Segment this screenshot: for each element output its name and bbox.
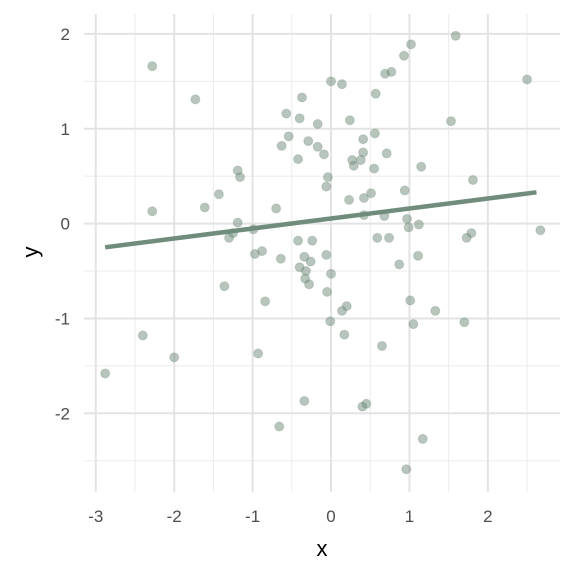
point bbox=[467, 174, 478, 185]
point bbox=[294, 113, 305, 124]
point bbox=[325, 316, 336, 327]
point bbox=[398, 50, 409, 61]
point bbox=[260, 296, 271, 307]
point bbox=[406, 39, 417, 50]
point bbox=[430, 305, 441, 316]
point bbox=[366, 188, 377, 199]
point bbox=[399, 185, 410, 196]
point bbox=[199, 202, 210, 213]
point bbox=[402, 213, 413, 224]
point bbox=[405, 295, 416, 306]
point bbox=[274, 421, 285, 432]
point bbox=[459, 317, 470, 328]
point bbox=[283, 131, 294, 142]
point bbox=[219, 281, 230, 292]
point bbox=[369, 128, 380, 139]
point bbox=[384, 232, 395, 243]
point bbox=[312, 119, 323, 130]
point bbox=[445, 116, 456, 127]
point bbox=[235, 172, 246, 183]
point bbox=[305, 256, 316, 267]
y-tick-label: 1 bbox=[61, 120, 70, 139]
point bbox=[299, 395, 310, 406]
x-axis-label: x bbox=[317, 536, 328, 561]
point bbox=[321, 181, 332, 192]
point bbox=[358, 134, 369, 145]
point bbox=[370, 88, 381, 99]
x-tick-label: -3 bbox=[88, 507, 103, 526]
point bbox=[100, 368, 111, 379]
point bbox=[522, 74, 533, 85]
point bbox=[276, 140, 287, 151]
x-tick-label: -1 bbox=[245, 507, 260, 526]
point bbox=[326, 76, 337, 87]
point bbox=[341, 301, 352, 312]
point bbox=[293, 235, 304, 246]
point bbox=[381, 148, 392, 159]
point bbox=[361, 398, 372, 409]
point bbox=[213, 189, 224, 200]
point bbox=[257, 246, 268, 257]
y-tick-label: -1 bbox=[55, 309, 70, 328]
point bbox=[344, 115, 355, 126]
y-tick-label: -2 bbox=[55, 404, 70, 423]
point bbox=[394, 259, 405, 270]
point bbox=[312, 141, 323, 152]
point bbox=[271, 203, 282, 214]
point bbox=[376, 340, 387, 351]
point bbox=[318, 149, 329, 160]
point bbox=[190, 94, 201, 105]
point bbox=[326, 268, 337, 279]
fit-line bbox=[104, 190, 537, 250]
point bbox=[307, 235, 318, 246]
point bbox=[293, 154, 304, 165]
point bbox=[386, 66, 397, 77]
point bbox=[450, 30, 461, 41]
point bbox=[336, 79, 347, 90]
x-tick-label: 0 bbox=[326, 507, 335, 526]
point bbox=[358, 192, 369, 203]
point bbox=[304, 279, 315, 290]
point bbox=[417, 433, 428, 444]
y-axis-label: y bbox=[18, 247, 43, 258]
point bbox=[299, 251, 310, 262]
point bbox=[169, 352, 180, 363]
point bbox=[401, 464, 412, 475]
point bbox=[322, 286, 333, 297]
x-tick-label: 2 bbox=[483, 507, 492, 526]
point bbox=[253, 348, 264, 359]
point bbox=[413, 219, 424, 230]
point bbox=[275, 253, 286, 264]
point bbox=[416, 161, 427, 172]
point bbox=[339, 329, 350, 340]
point bbox=[344, 194, 355, 205]
point bbox=[348, 160, 359, 171]
point bbox=[321, 249, 332, 260]
x-tick-label: 1 bbox=[405, 507, 414, 526]
point bbox=[413, 250, 424, 261]
point bbox=[232, 217, 243, 228]
point bbox=[147, 61, 158, 72]
y-tick-label: 0 bbox=[61, 215, 70, 234]
point bbox=[358, 147, 369, 158]
point bbox=[281, 108, 292, 119]
point bbox=[322, 172, 333, 183]
point bbox=[372, 232, 383, 243]
point bbox=[535, 225, 546, 236]
x-tick-label: -2 bbox=[167, 507, 182, 526]
point bbox=[369, 163, 380, 174]
point bbox=[224, 232, 235, 243]
y-tick-label: 2 bbox=[61, 25, 70, 44]
point bbox=[303, 136, 314, 147]
point bbox=[466, 228, 477, 239]
point bbox=[147, 206, 158, 217]
point bbox=[408, 319, 419, 330]
point bbox=[137, 330, 148, 341]
point bbox=[297, 92, 308, 103]
point bbox=[403, 222, 414, 233]
